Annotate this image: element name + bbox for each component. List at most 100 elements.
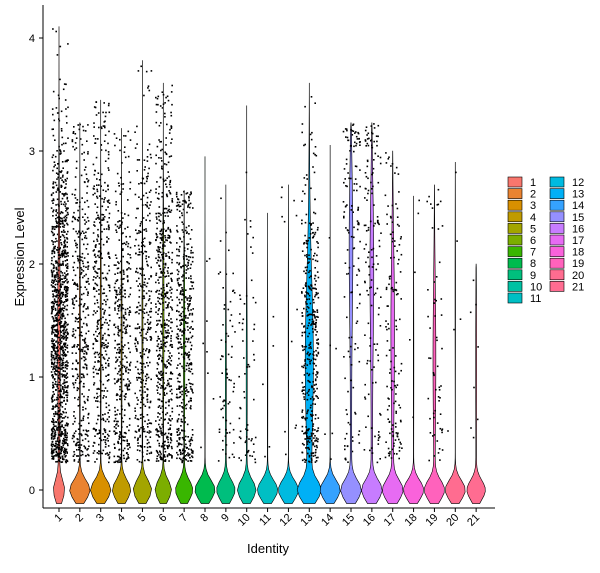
cell-point <box>191 285 193 287</box>
cell-point <box>54 334 57 336</box>
cell-point <box>50 397 53 399</box>
cell-point <box>82 406 84 409</box>
cell-point <box>395 319 397 322</box>
cell-point <box>61 349 64 352</box>
cell-point <box>314 102 316 104</box>
cell-point <box>315 437 318 439</box>
cell-point <box>80 267 82 269</box>
cell-point <box>191 281 193 284</box>
cell-point <box>395 293 398 296</box>
cell-point <box>226 373 228 376</box>
cell-point <box>158 445 161 447</box>
cell-point <box>116 393 118 395</box>
cell-point <box>171 321 173 324</box>
cell-point <box>158 442 160 445</box>
cell-point <box>76 284 79 286</box>
cell-point <box>53 399 56 401</box>
cell-point <box>118 293 120 296</box>
cell-point <box>144 459 146 462</box>
cell-point <box>164 266 166 269</box>
cell-point <box>162 212 164 215</box>
cell-point <box>140 401 142 404</box>
cell-point <box>77 220 79 222</box>
cell-point <box>189 288 191 290</box>
cell-point <box>187 452 189 454</box>
cell-point <box>314 294 317 296</box>
cell-point <box>293 199 295 202</box>
cell-point <box>60 283 62 285</box>
cell-point <box>308 388 310 391</box>
cell-point <box>57 277 59 279</box>
cell-point <box>107 104 110 107</box>
cell-point <box>59 339 61 341</box>
cell-point <box>170 337 172 340</box>
cell-point <box>156 249 158 252</box>
cell-point <box>150 290 153 293</box>
cell-point <box>244 454 247 456</box>
cell-point <box>301 219 303 222</box>
cell-point <box>57 319 60 322</box>
cell-point <box>386 340 389 342</box>
cell-point <box>346 445 349 447</box>
cell-point <box>64 252 66 254</box>
cell-point <box>164 432 167 435</box>
cell-point <box>128 403 130 406</box>
cell-point <box>98 216 100 219</box>
cell-point <box>177 429 180 432</box>
cell-point <box>127 155 130 158</box>
cell-point <box>118 329 120 332</box>
cell-point <box>189 300 191 302</box>
cell-point <box>58 308 61 310</box>
cell-point <box>79 201 81 204</box>
cell-point <box>64 250 67 252</box>
cell-point <box>386 385 388 388</box>
cell-point <box>183 430 186 432</box>
cell-point <box>52 430 54 433</box>
cell-point <box>97 235 100 238</box>
cell-point <box>156 289 158 292</box>
cell-point <box>187 303 189 305</box>
cell-point <box>62 370 65 372</box>
cell-point <box>440 314 443 316</box>
cell-point <box>141 266 143 269</box>
cell-point <box>50 326 53 329</box>
cell-point <box>221 407 224 410</box>
cell-point <box>356 307 359 309</box>
cell-point <box>312 432 315 435</box>
cell-point <box>145 377 148 380</box>
cell-point <box>120 405 123 407</box>
cell-point <box>100 381 102 383</box>
cell-point <box>62 253 64 256</box>
cell-point <box>315 395 317 397</box>
cell-point <box>189 386 192 388</box>
cell-point <box>143 446 146 448</box>
cell-point <box>191 449 193 452</box>
cell-point <box>62 293 65 296</box>
cell-point <box>52 419 55 421</box>
cell-point <box>105 344 107 346</box>
cell-point <box>102 214 105 216</box>
cell-point <box>61 294 64 296</box>
cell-point <box>119 368 121 370</box>
cell-point <box>372 247 375 250</box>
cell-point <box>59 395 62 398</box>
cell-point <box>155 433 158 436</box>
cell-point <box>311 429 314 431</box>
cell-point <box>176 451 178 454</box>
cell-point <box>65 411 67 414</box>
cell-point <box>315 154 318 157</box>
cell-point <box>163 393 165 395</box>
cell-point <box>94 253 96 256</box>
cell-point <box>121 366 123 369</box>
cell-point <box>142 379 144 382</box>
cell-point <box>82 270 85 272</box>
cell-point <box>158 423 160 426</box>
cell-point <box>162 222 164 225</box>
cell-point <box>162 93 165 96</box>
cell-point <box>103 435 106 438</box>
cell-point <box>228 431 231 434</box>
cell-point <box>428 195 430 198</box>
cell-point <box>178 357 180 360</box>
cell-point <box>304 272 307 275</box>
cell-point <box>182 290 184 293</box>
